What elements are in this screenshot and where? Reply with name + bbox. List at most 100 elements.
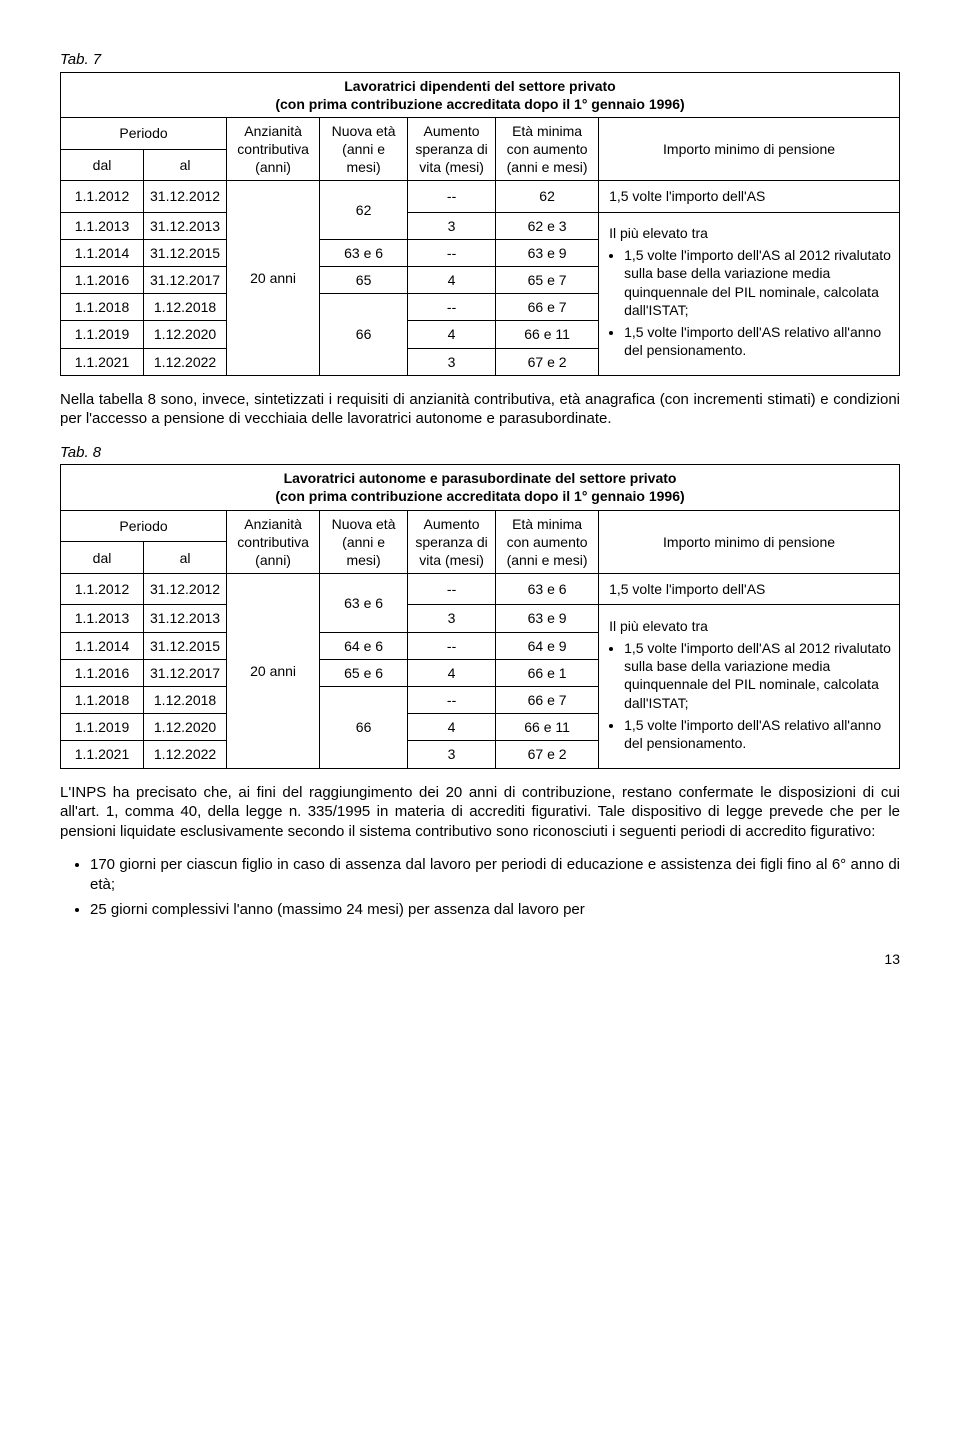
cell: 65 e 6 bbox=[320, 659, 408, 686]
hdr-periodo: Periodo bbox=[61, 117, 227, 149]
cell: 1.1.2019 bbox=[61, 321, 144, 348]
cell: 63 e 6 bbox=[320, 239, 408, 266]
cell: 66 bbox=[320, 294, 408, 376]
cell: 65 bbox=[320, 267, 408, 294]
importo-intro: Il più elevato tra bbox=[609, 618, 708, 634]
cell: 4 bbox=[408, 714, 496, 741]
cell: 66 e 1 bbox=[496, 659, 599, 686]
hdr-al: al bbox=[144, 149, 227, 181]
hdr-eta: Età minima con aumento (anni e mesi) bbox=[496, 510, 599, 574]
para1: Nella tabella 8 sono, invece, sintetizza… bbox=[60, 390, 900, 429]
cell: 62 bbox=[496, 181, 599, 212]
cell: 66 e 11 bbox=[496, 321, 599, 348]
cell-importo: 1,5 volte l'importo dell'AS bbox=[599, 181, 900, 212]
cell: 1.1.2012 bbox=[61, 574, 144, 605]
cell: 31.12.2012 bbox=[144, 181, 227, 212]
hdr-aum: Aumento speranza di vita (mesi) bbox=[408, 510, 496, 574]
list-item: 170 giorni per ciascun figlio in caso di… bbox=[90, 855, 900, 894]
importo-intro: Il più elevato tra bbox=[609, 225, 708, 241]
table-row: 1.1.2013 31.12.2013 3 63 e 9 Il più elev… bbox=[61, 605, 900, 632]
hdr-eta: Età minima con aumento (anni e mesi) bbox=[496, 117, 599, 181]
cell: 65 e 7 bbox=[496, 267, 599, 294]
cell: 1.12.2018 bbox=[144, 294, 227, 321]
list-item: 25 giorni complessivi l'anno (massimo 24… bbox=[90, 900, 900, 920]
tab7-header-row: Periodo Anzianità contributiva (anni) Nu… bbox=[61, 117, 900, 149]
cell: 62 e 3 bbox=[496, 212, 599, 239]
tab7-table: Lavoratrici dipendenti del settore priva… bbox=[60, 72, 900, 376]
cell: 66 bbox=[320, 686, 408, 768]
cell: 1.1.2021 bbox=[61, 348, 144, 375]
cell: 1.1.2013 bbox=[61, 605, 144, 632]
cell: 1.12.2022 bbox=[144, 348, 227, 375]
tab7-title-l2: (con prima contribuzione accreditata dop… bbox=[275, 96, 684, 112]
hdr-al: al bbox=[144, 542, 227, 574]
importo-bullet: 1,5 volte l'importo dell'AS relativo all… bbox=[624, 323, 893, 359]
cell: 3 bbox=[408, 212, 496, 239]
cell: 63 e 9 bbox=[496, 239, 599, 266]
bullet-list: 170 giorni per ciascun figlio in caso di… bbox=[90, 855, 900, 920]
para2: L'INPS ha precisato che, ai fini del rag… bbox=[60, 783, 900, 842]
cell: 3 bbox=[408, 348, 496, 375]
cell: 3 bbox=[408, 605, 496, 632]
table-row: 1.1.2012 31.12.2012 20 anni 62 -- 62 1,5… bbox=[61, 181, 900, 212]
cell: -- bbox=[408, 239, 496, 266]
cell: 1.1.2021 bbox=[61, 741, 144, 768]
cell: 31.12.2013 bbox=[144, 212, 227, 239]
tab7-label: Tab. 7 bbox=[60, 50, 900, 70]
cell: -- bbox=[408, 181, 496, 212]
cell: 64 e 6 bbox=[320, 632, 408, 659]
tab8-title-l2: (con prima contribuzione accreditata dop… bbox=[275, 488, 684, 504]
cell: 4 bbox=[408, 267, 496, 294]
cell: 67 e 2 bbox=[496, 741, 599, 768]
hdr-dal: dal bbox=[61, 542, 144, 574]
cell: 1.1.2018 bbox=[61, 294, 144, 321]
cell-anz: 20 anni bbox=[227, 574, 320, 768]
importo-bullet: 1,5 volte l'importo dell'AS al 2012 riva… bbox=[624, 639, 893, 712]
cell: 66 e 7 bbox=[496, 686, 599, 713]
cell: 31.12.2015 bbox=[144, 239, 227, 266]
tab8-table: Lavoratrici autonome e parasubordinate d… bbox=[60, 464, 900, 768]
cell: -- bbox=[408, 686, 496, 713]
tab8-label: Tab. 8 bbox=[60, 443, 900, 463]
hdr-dal: dal bbox=[61, 149, 144, 181]
cell: 1.12.2020 bbox=[144, 321, 227, 348]
cell: 1.1.2016 bbox=[61, 659, 144, 686]
cell-anz: 20 anni bbox=[227, 181, 320, 375]
cell: 31.12.2012 bbox=[144, 574, 227, 605]
cell: 31.12.2013 bbox=[144, 605, 227, 632]
cell: -- bbox=[408, 632, 496, 659]
cell: -- bbox=[408, 574, 496, 605]
cell: 1.1.2018 bbox=[61, 686, 144, 713]
hdr-importo: Importo minimo di pensione bbox=[599, 117, 900, 181]
hdr-importo: Importo minimo di pensione bbox=[599, 510, 900, 574]
cell-importo: 1,5 volte l'importo dell'AS bbox=[599, 574, 900, 605]
cell: 1.12.2022 bbox=[144, 741, 227, 768]
cell: 4 bbox=[408, 659, 496, 686]
cell: 1.1.2012 bbox=[61, 181, 144, 212]
tab7-title-l1: Lavoratrici dipendenti del settore priva… bbox=[344, 78, 616, 94]
hdr-anz: Anzianità contributiva (anni) bbox=[227, 510, 320, 574]
tab8-title: Lavoratrici autonome e parasubordinate d… bbox=[61, 465, 900, 510]
table-row: 1.1.2013 31.12.2013 3 62 e 3 Il più elev… bbox=[61, 212, 900, 239]
cell-importo-block: Il più elevato tra 1,5 volte l'importo d… bbox=[599, 212, 900, 375]
hdr-nuova: Nuova età (anni e mesi) bbox=[320, 117, 408, 181]
cell: 4 bbox=[408, 321, 496, 348]
cell: 1.1.2013 bbox=[61, 212, 144, 239]
hdr-anz: Anzianità contributiva (anni) bbox=[227, 117, 320, 181]
hdr-nuova: Nuova età (anni e mesi) bbox=[320, 510, 408, 574]
cell: 62 bbox=[320, 181, 408, 239]
cell: 1.12.2018 bbox=[144, 686, 227, 713]
cell: 63 e 6 bbox=[320, 574, 408, 632]
table-row: 1.1.2012 31.12.2012 20 anni 63 e 6 -- 63… bbox=[61, 574, 900, 605]
importo-bullet: 1,5 volte l'importo dell'AS al 2012 riva… bbox=[624, 246, 893, 319]
cell-importo-block: Il più elevato tra 1,5 volte l'importo d… bbox=[599, 605, 900, 768]
hdr-aum: Aumento speranza di vita (mesi) bbox=[408, 117, 496, 181]
cell: 31.12.2015 bbox=[144, 632, 227, 659]
importo-bullet: 1,5 volte l'importo dell'AS relativo all… bbox=[624, 716, 893, 752]
cell: 3 bbox=[408, 741, 496, 768]
cell: 64 e 9 bbox=[496, 632, 599, 659]
tab7-title: Lavoratrici dipendenti del settore priva… bbox=[61, 72, 900, 117]
cell: 63 e 9 bbox=[496, 605, 599, 632]
cell: 1.1.2016 bbox=[61, 267, 144, 294]
cell: 66 e 11 bbox=[496, 714, 599, 741]
